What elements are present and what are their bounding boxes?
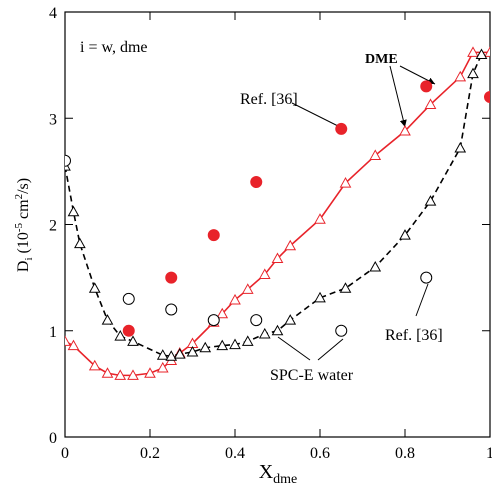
y-tick-label: 0 (49, 430, 57, 447)
triangle-marker (101, 367, 114, 378)
triangle-marker (339, 177, 352, 188)
triangle-marker (339, 282, 352, 293)
leader (317, 338, 344, 361)
annotation: SPC-E water (270, 367, 354, 384)
circle-marker (207, 314, 220, 327)
leader (291, 102, 341, 128)
triangle-marker (454, 141, 467, 153)
triangle-marker (88, 359, 101, 371)
triangle-marker (114, 369, 127, 380)
circle-marker (420, 80, 433, 93)
triangle-marker (65, 335, 71, 346)
triangle-marker (369, 260, 382, 272)
triangle-marker (127, 369, 139, 380)
triangle-marker (424, 195, 437, 206)
triangle-marker (454, 70, 467, 82)
triangle-marker (229, 293, 241, 305)
circle-marker (250, 314, 263, 327)
triangle-marker (284, 239, 297, 251)
x-label-symbol: X (259, 461, 274, 483)
triangle-marker (229, 338, 241, 350)
x-tick-label: 0.2 (140, 445, 160, 462)
x-tick-label: 0.4 (225, 445, 245, 462)
y-label-unit: /s) (15, 178, 32, 194)
circle-marker (335, 122, 348, 135)
triangle-marker (101, 314, 114, 325)
triangle-marker (241, 335, 254, 346)
circle-marker (207, 229, 220, 242)
triangle-marker (165, 350, 178, 361)
triangle-marker (186, 345, 199, 357)
triangle-marker (114, 330, 127, 341)
x-tick-label: 0 (61, 445, 69, 462)
arrow (399, 65, 436, 85)
y-label-exp: -5 (13, 222, 25, 232)
triangle-marker (88, 282, 101, 293)
y-tick-label: 2 (49, 218, 57, 235)
x-tick-label: 1 (486, 445, 492, 462)
y-label-symbol: D (15, 261, 32, 273)
triangle-marker (216, 307, 229, 319)
triangle-marker (258, 268, 271, 279)
circle-marker (165, 271, 178, 284)
triangle-marker (484, 46, 490, 57)
circle-marker (250, 176, 263, 188)
triangle-marker (173, 348, 186, 359)
circle-marker (335, 324, 348, 337)
x-tick-label: 0.8 (395, 445, 415, 462)
y-tick-label: 1 (49, 324, 57, 341)
y-label-unit: (10 (15, 232, 32, 253)
triangle-marker (199, 341, 212, 353)
y-axis-label: Di (10-5 cm2/s) (13, 178, 35, 272)
triangle-marker (467, 67, 479, 79)
leader (277, 336, 311, 361)
triangle-marker (475, 48, 488, 59)
triangle-marker (216, 339, 229, 351)
triangle-marker (156, 361, 169, 373)
triangle-marker (127, 335, 139, 346)
annotation: i = w, dme (80, 39, 148, 56)
triangle-marker (241, 283, 254, 294)
triangle-marker (399, 124, 411, 136)
triangle-marker (271, 252, 284, 263)
annotation: Ref. [36] (240, 91, 298, 108)
triangle-marker (156, 349, 169, 360)
triangle-marker (424, 98, 437, 109)
circle-marker (122, 292, 135, 305)
triangle-marker (67, 339, 80, 351)
x-axis-label: Xdme (259, 461, 298, 487)
triangle-marker (314, 213, 326, 224)
y-label-unit: cm (15, 199, 32, 223)
circle-marker (165, 303, 178, 316)
circle-marker (420, 271, 433, 284)
triangle-marker (271, 324, 284, 336)
circle-marker (122, 324, 135, 337)
annotation: Ref. [36] (385, 327, 443, 344)
y-label-exp: 2 (13, 194, 25, 200)
triangle-marker (67, 205, 80, 217)
x-tick-label: 0.6 (310, 445, 330, 462)
annotation: DME (365, 52, 398, 67)
triangle-marker (467, 46, 479, 57)
y-tick-label: 4 (49, 5, 57, 22)
triangle-marker (144, 367, 156, 378)
triangle-marker (399, 229, 411, 240)
plot-area (65, 46, 490, 380)
x-label-sub: dme (273, 472, 297, 487)
triangle-marker (369, 149, 382, 160)
y-tick-label: 3 (49, 111, 57, 128)
circle-marker (484, 91, 490, 103)
arrow (389, 65, 407, 128)
annotation-lines (277, 65, 436, 361)
circle-marker (65, 154, 71, 167)
triangle-marker (258, 327, 271, 339)
triangle-marker (74, 237, 86, 249)
triangle-marker (314, 291, 326, 303)
y-label-sub: i (23, 257, 35, 260)
leader (415, 283, 429, 317)
triangle-marker (284, 314, 297, 325)
